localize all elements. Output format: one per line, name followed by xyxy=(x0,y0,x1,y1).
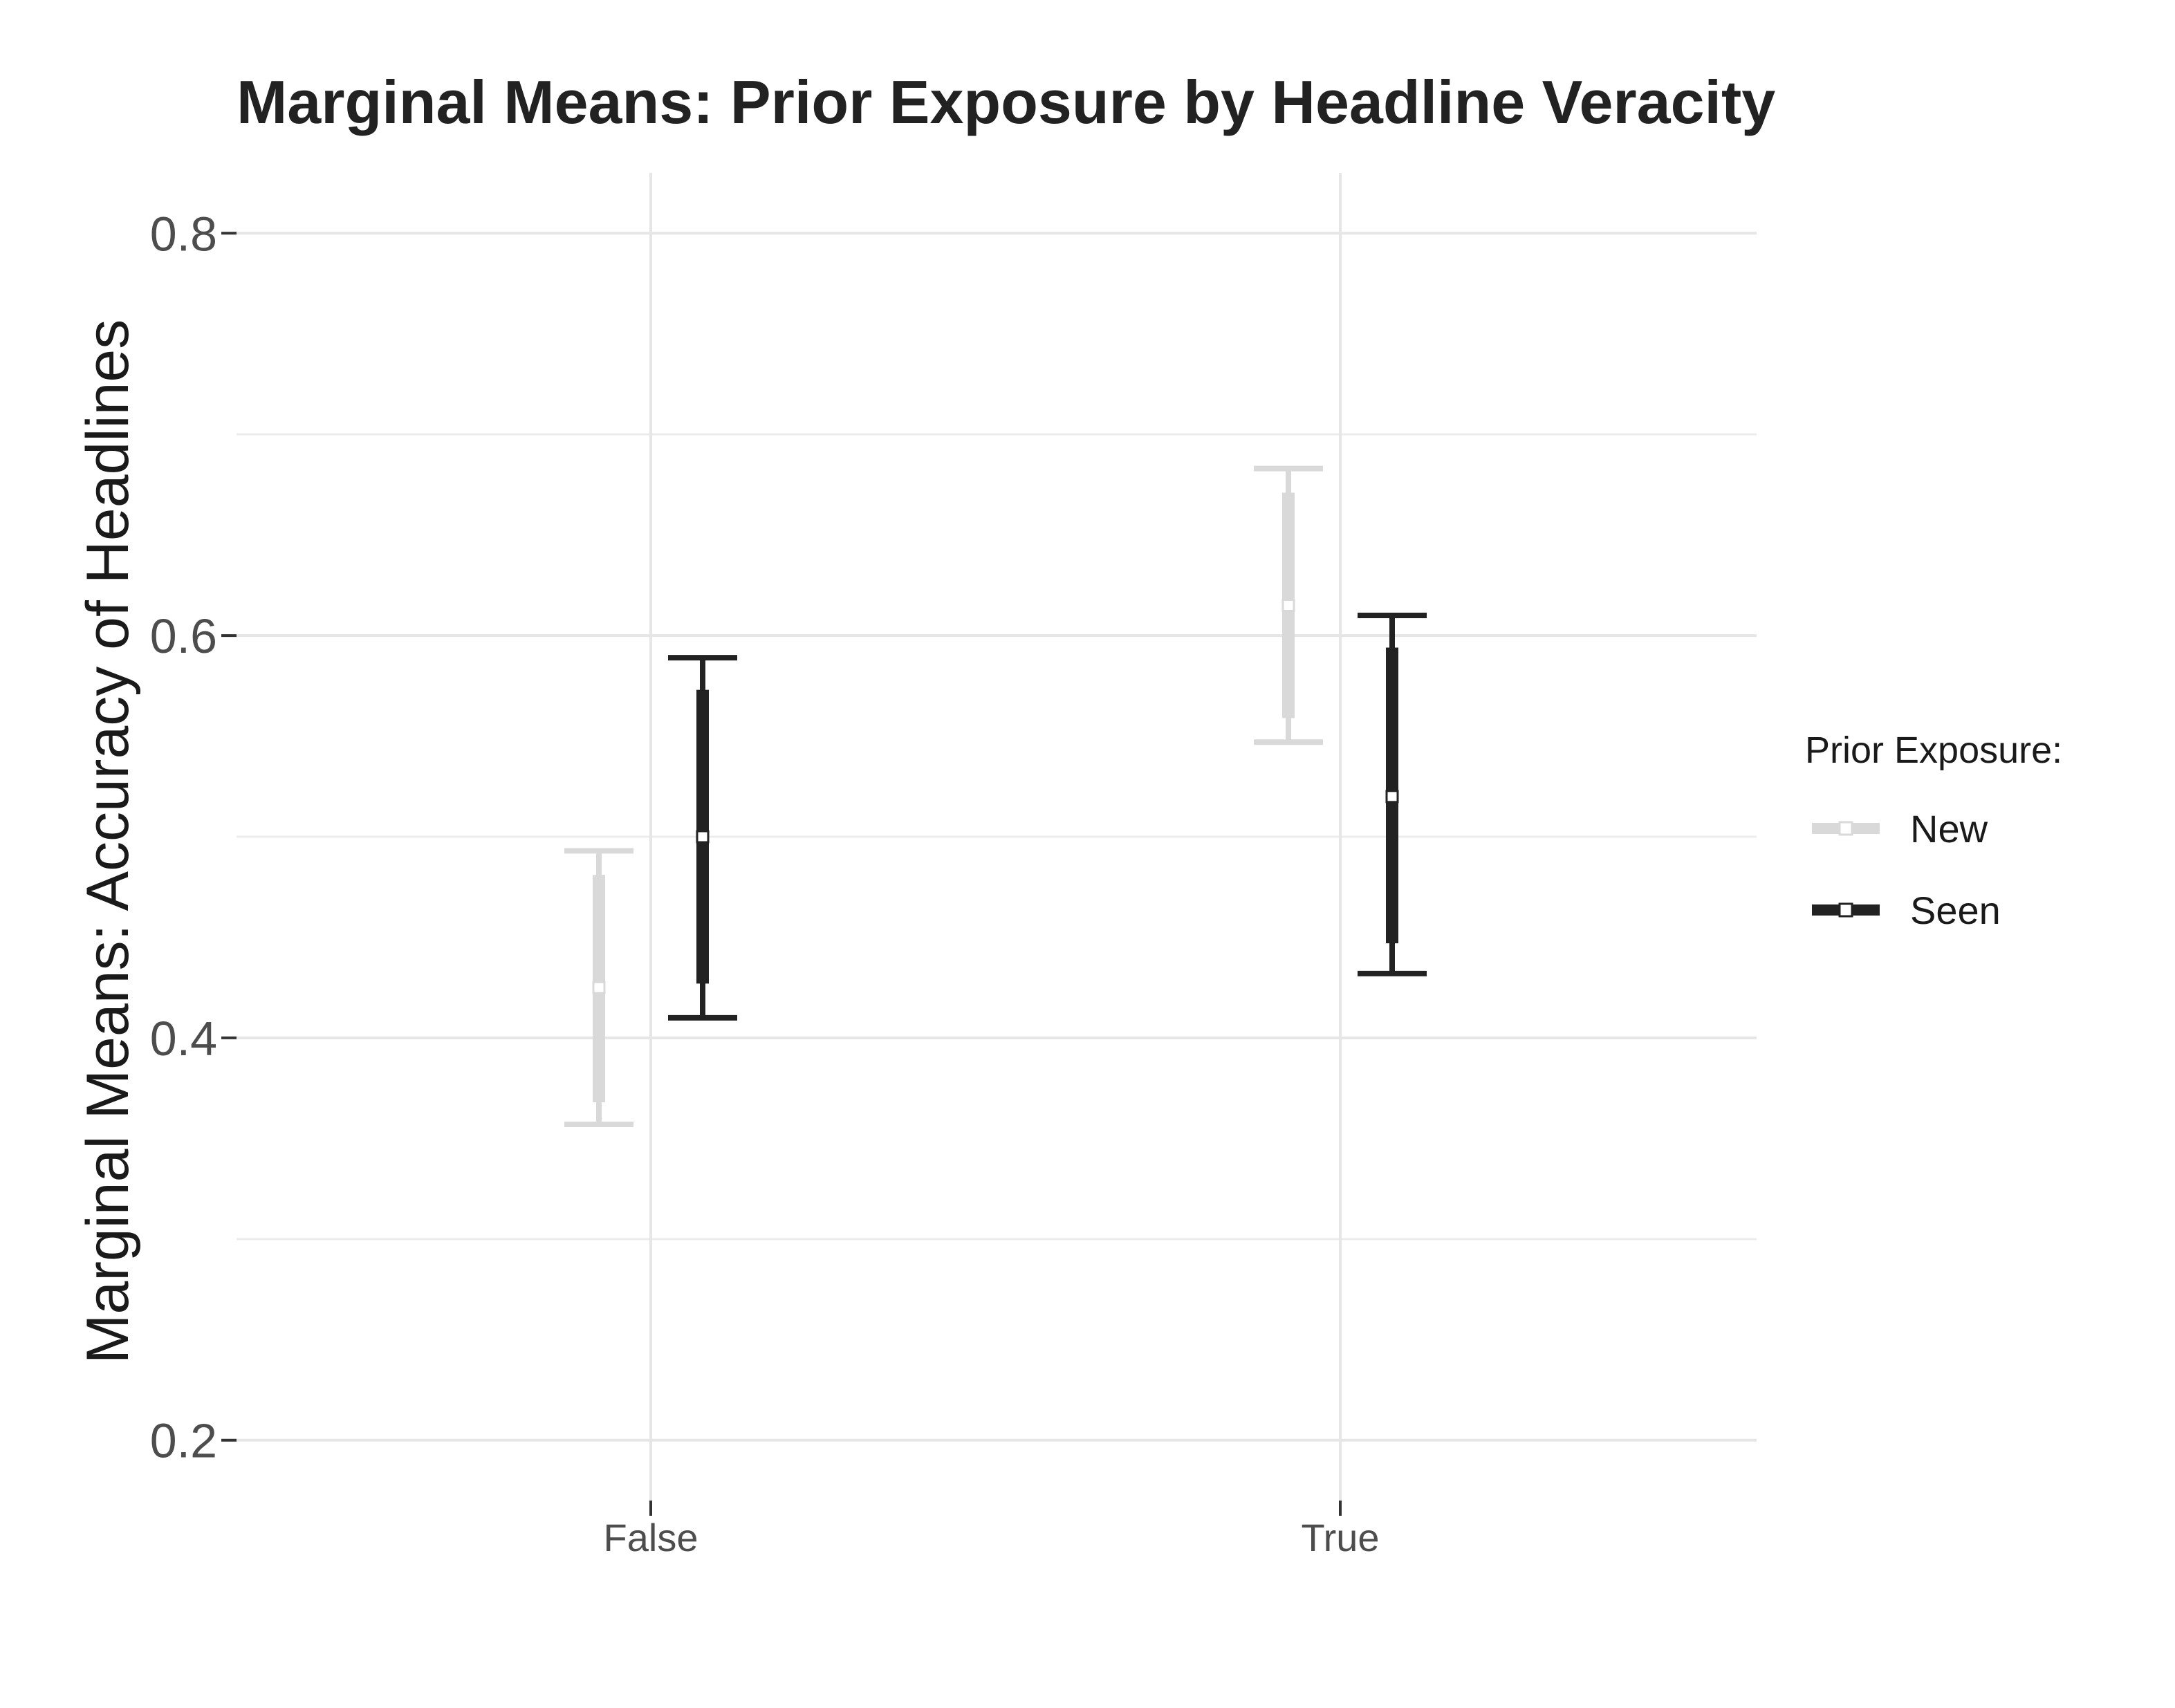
mean-point xyxy=(1281,598,1295,612)
y-axis: 0.2 0.4 0.6 0.8 xyxy=(150,207,237,1468)
x-tick-label: True xyxy=(1301,1516,1379,1559)
mean-point xyxy=(1385,790,1399,804)
legend-label-seen: Seen xyxy=(1910,889,2001,932)
legend-key-point-new xyxy=(1838,821,1853,836)
x-tick-label: False xyxy=(604,1516,698,1559)
legend-key-point-seen xyxy=(1838,902,1853,918)
errorbar-seen-false xyxy=(668,655,737,1021)
y-tick-label: 0.6 xyxy=(150,609,217,663)
error-bars xyxy=(564,465,1427,1127)
errorbar-new-true xyxy=(1254,465,1323,745)
errorbar-new-false xyxy=(564,848,633,1127)
mean-point xyxy=(696,830,710,844)
y-axis-title: Marginal Means: Accuracy of Headlines xyxy=(75,319,141,1364)
y-tick-label: 0.4 xyxy=(150,1012,217,1066)
legend-label-new: New xyxy=(1910,807,1988,851)
errorbar-seen-true xyxy=(1358,613,1427,976)
legend: Prior Exposure: New Seen xyxy=(1805,730,2062,932)
mean-point xyxy=(592,981,606,994)
grid xyxy=(237,173,1757,1501)
y-tick-label: 0.8 xyxy=(150,207,217,261)
legend-title: Prior Exposure: xyxy=(1805,730,2062,771)
y-tick-label: 0.2 xyxy=(150,1414,217,1468)
x-axis: False True xyxy=(604,1501,1380,1559)
chart-title: Marginal Means: Prior Exposure by Headli… xyxy=(237,68,1775,136)
